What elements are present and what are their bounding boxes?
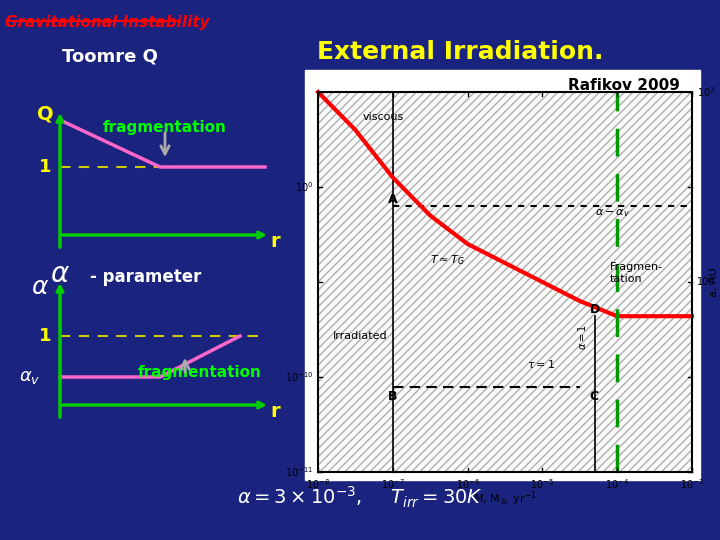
Text: fragmentation: fragmentation: [103, 120, 227, 135]
Text: 100: 100: [697, 277, 716, 287]
Text: 10$^{-6}$: 10$^{-6}$: [456, 477, 480, 491]
Text: $\alpha_v$: $\alpha_v$: [19, 368, 41, 386]
Text: $\dot{M}$, M$_\odot$ yr$^{-1}$: $\dot{M}$, M$_\odot$ yr$^{-1}$: [473, 490, 537, 507]
Text: Toomre Q: Toomre Q: [62, 48, 158, 66]
Bar: [318, 92, 692, 472]
Text: External Irradiation.: External Irradiation.: [317, 40, 603, 64]
Bar: [318, 92, 692, 472]
Text: $\alpha=1$: $\alpha=1$: [576, 325, 588, 350]
Text: 10$^{-3}$: 10$^{-3}$: [680, 477, 704, 491]
Text: Fragmen-
tation: Fragmen- tation: [610, 262, 663, 284]
Text: - parameter: - parameter: [90, 268, 202, 286]
Text: 10$^0$: 10$^0$: [294, 180, 313, 194]
Text: $T\approx T_G$: $T\approx T_G$: [431, 253, 465, 267]
Text: fragmentation: fragmentation: [138, 365, 262, 380]
Text: $\tau=1$: $\tau=1$: [528, 357, 556, 369]
Text: $\alpha-\alpha_v$: $\alpha-\alpha_v$: [595, 207, 630, 219]
Text: 10$^3$: 10$^3$: [697, 85, 715, 99]
Text: $\alpha$: $\alpha$: [50, 260, 70, 288]
Text: 10$^{-8}$: 10$^{-8}$: [306, 477, 330, 491]
Text: r: r: [270, 232, 280, 251]
Text: 10$^{-10}$: 10$^{-10}$: [284, 370, 313, 384]
Text: B: B: [388, 389, 397, 402]
Text: a, AU: a, AU: [709, 267, 719, 297]
Text: C: C: [590, 389, 599, 402]
Text: 1: 1: [39, 327, 51, 345]
Text: Gravitational Instability: Gravitational Instability: [5, 15, 210, 30]
Text: viscous: viscous: [363, 112, 404, 123]
Bar: [305, 70, 700, 480]
Text: Irradiated: Irradiated: [333, 331, 387, 341]
Text: 10$^{-4}$: 10$^{-4}$: [605, 477, 629, 491]
Text: $\alpha = 3 \times 10^{-3},$    $T_{irr} = 30K$: $\alpha = 3 \times 10^{-3},$ $T_{irr} = …: [237, 485, 483, 510]
Text: 10$^{-7}$: 10$^{-7}$: [381, 477, 405, 491]
Text: 1: 1: [39, 158, 51, 176]
Text: Rafikov 2009: Rafikov 2009: [568, 78, 680, 93]
Text: 10$^{-11}$: 10$^{-11}$: [285, 465, 313, 479]
Text: A: A: [388, 193, 397, 206]
Text: Q: Q: [37, 105, 53, 124]
Text: D: D: [590, 303, 600, 316]
Text: r: r: [270, 402, 280, 421]
Text: $\alpha$: $\alpha$: [31, 275, 49, 299]
Text: 10$^{-5}$: 10$^{-5}$: [531, 477, 554, 491]
